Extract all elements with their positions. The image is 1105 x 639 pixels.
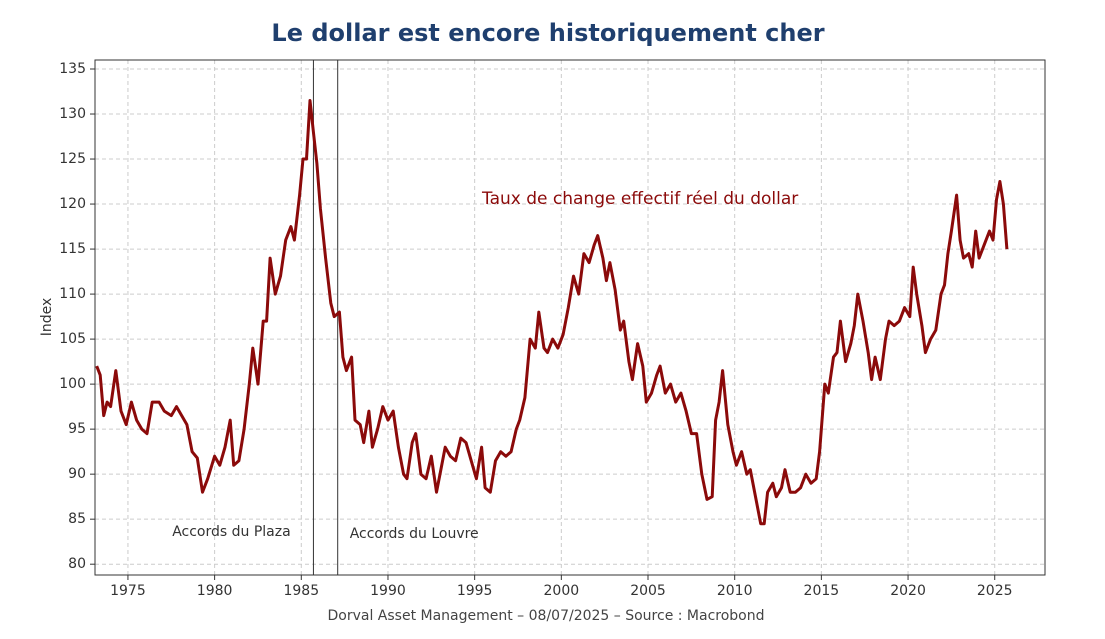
chart-title: Le dollar est encore historiquement cher	[271, 19, 824, 47]
y-tick-label: 80	[68, 556, 86, 572]
annotation: Accords du Plaza	[172, 524, 290, 540]
series-line	[95, 99, 1009, 526]
x-tick-label: 2020	[890, 583, 926, 599]
y-tick-label: 130	[59, 106, 86, 122]
y-tick-label: 85	[68, 511, 86, 527]
y-axis-label: Index	[39, 298, 55, 337]
y-tick-label: 100	[59, 376, 86, 392]
y-tick-label: 120	[59, 196, 86, 212]
x-tick-label: 1975	[110, 583, 146, 599]
x-tick-label: 1995	[457, 583, 493, 599]
x-tick-label: 1985	[283, 583, 319, 599]
y-tick-label: 110	[59, 286, 86, 302]
x-tick-label: 2010	[717, 583, 753, 599]
footer: Dorval Asset Management – 08/07/2025 – S…	[327, 608, 764, 624]
x-tick-label: 2025	[977, 583, 1013, 599]
y-tick-label: 115	[59, 241, 86, 257]
annotation: Accords du Louvre	[350, 526, 479, 542]
series-label: Taux de change effectif réel du dollar	[481, 189, 798, 209]
y-tick-label: 95	[68, 421, 86, 437]
x-tick-label: 1980	[197, 583, 233, 599]
x-tick-label: 2000	[544, 583, 580, 599]
y-tick-label: 125	[59, 151, 86, 167]
x-tick-label: 2015	[804, 583, 840, 599]
x-tick-label: 1990	[370, 583, 406, 599]
y-tick-label: 90	[68, 466, 86, 482]
y-tick-label: 105	[59, 331, 86, 347]
x-tick-label: 2005	[630, 583, 666, 599]
plot-frame	[94, 59, 1046, 576]
y-tick-label: 135	[59, 61, 86, 77]
